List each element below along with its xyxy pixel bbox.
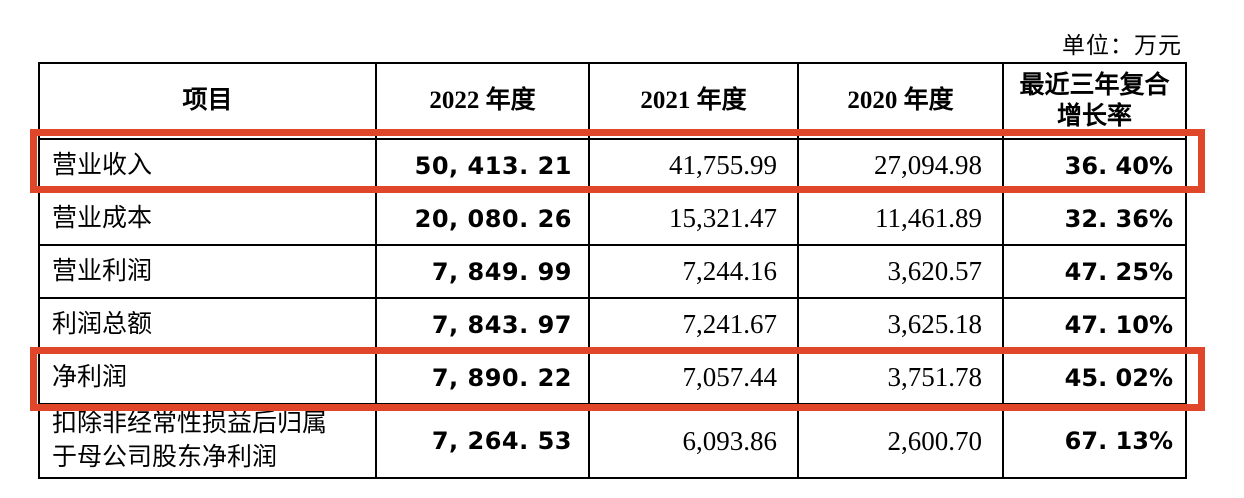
value-cagr: 47. 10% xyxy=(1002,297,1187,352)
value-2020: 3,625.18 xyxy=(797,297,1004,352)
value-2020: 3,751.78 xyxy=(797,350,1004,405)
value-2021: 7,057.44 xyxy=(588,350,799,405)
value-2020: 2,600.70 xyxy=(797,403,1004,479)
table-row-cost: 营业成本 20, 080. 26 15,321.47 11,461.89 32.… xyxy=(38,191,1187,246)
value-cagr: 32. 36% xyxy=(1002,191,1187,246)
row-label: 营业收入 xyxy=(38,138,377,193)
row-label: 扣除非经常性损益后归属于母公司股东净利润 xyxy=(38,403,377,479)
row-label: 营业成本 xyxy=(38,191,377,246)
value-2021: 6,093.86 xyxy=(588,403,799,479)
value-2022: 7, 264. 53 xyxy=(375,403,590,479)
unit-label: 单位：万元 xyxy=(1062,33,1182,58)
col-header-cagr: 最近三年复合增长率 xyxy=(1002,62,1187,140)
col-header-2020: 2020 年度 xyxy=(797,62,1004,140)
value-cagr: 67. 13% xyxy=(1002,403,1187,479)
value-2020: 27,094.98 xyxy=(797,138,1004,193)
row-label: 净利润 xyxy=(38,350,377,405)
table-row-total-profit: 利润总额 7, 843. 97 7,241.67 3,625.18 47. 10… xyxy=(38,297,1187,352)
col-header-2022: 2022 年度 xyxy=(375,62,590,140)
header-row: 项目 2022 年度 2021 年度 2020 年度 最近三年复合增长率 xyxy=(38,62,1187,140)
financial-summary-table: 项目 2022 年度 2021 年度 2020 年度 最近三年复合增长率 营业收… xyxy=(38,62,1187,479)
value-2021: 7,241.67 xyxy=(588,297,799,352)
value-cagr: 36. 40% xyxy=(1002,138,1187,193)
value-2022: 50, 413. 21 xyxy=(375,138,590,193)
value-cagr: 47. 25% xyxy=(1002,244,1187,299)
row-label: 利润总额 xyxy=(38,297,377,352)
value-2022: 20, 080. 26 xyxy=(375,191,590,246)
table-row-revenue: 营业收入 50, 413. 21 41,755.99 27,094.98 36.… xyxy=(38,138,1187,193)
table-row-deducted-net-profit: 扣除非经常性损益后归属于母公司股东净利润 7, 264. 53 6,093.86… xyxy=(38,403,1187,479)
value-2021: 15,321.47 xyxy=(588,191,799,246)
row-label: 营业利润 xyxy=(38,244,377,299)
value-cagr: 45. 02% xyxy=(1002,350,1187,405)
value-2021: 7,244.16 xyxy=(588,244,799,299)
col-header-item: 项目 xyxy=(38,62,377,140)
value-2022: 7, 843. 97 xyxy=(375,297,590,352)
value-2022: 7, 890. 22 xyxy=(375,350,590,405)
table-row-net-profit: 净利润 7, 890. 22 7,057.44 3,751.78 45. 02% xyxy=(38,350,1187,405)
value-2022: 7, 849. 99 xyxy=(375,244,590,299)
value-2020: 11,461.89 xyxy=(797,191,1004,246)
table-row-operating-profit: 营业利润 7, 849. 99 7,244.16 3,620.57 47. 25… xyxy=(38,244,1187,299)
col-header-2021: 2021 年度 xyxy=(588,62,799,140)
value-2020: 3,620.57 xyxy=(797,244,1004,299)
value-2021: 41,755.99 xyxy=(588,138,799,193)
